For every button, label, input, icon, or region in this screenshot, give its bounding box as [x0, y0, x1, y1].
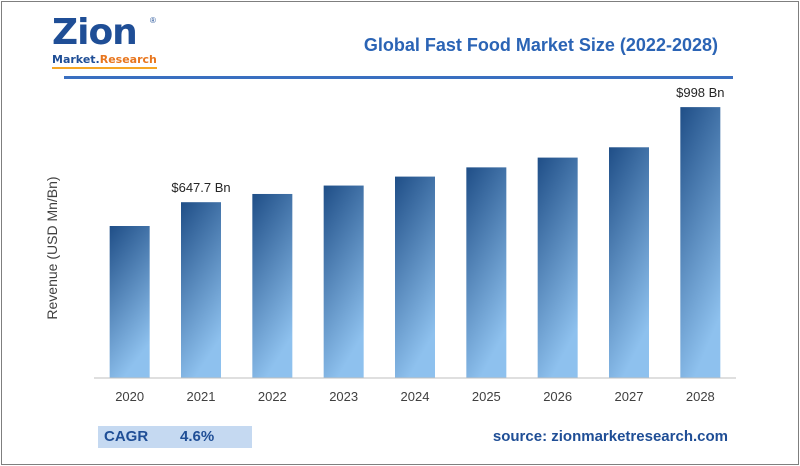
bar-2022	[252, 193, 293, 378]
logo-tag-accent: Research	[99, 53, 157, 66]
x-tick-2022: 2022	[258, 389, 287, 404]
x-tick-2026: 2026	[543, 389, 572, 404]
cagr-label: CAGR	[104, 428, 149, 445]
title-divider	[64, 76, 733, 79]
x-tick-2027: 2027	[615, 389, 644, 404]
x-tick-2023: 2023	[329, 389, 358, 404]
zion-logo: Zion ® Market.Research	[52, 14, 162, 70]
x-tick-2028: 2028	[686, 389, 715, 404]
bar-2025	[466, 167, 507, 378]
x-tick-2020: 2020	[115, 389, 144, 404]
bars-group	[109, 107, 721, 378]
bar-2026	[537, 157, 578, 378]
bar-2027	[609, 147, 649, 378]
logo-tag-main: Market.	[52, 53, 100, 66]
x-tick-labels: 2020 2021 2022 2023 2024 2025 2026 2027 2028	[115, 389, 715, 404]
bar-2021	[181, 202, 221, 378]
cagr-badge: CAGR 4.6%	[98, 426, 252, 448]
bar-2020	[109, 226, 150, 378]
logo-wordmark: Zion	[52, 12, 138, 53]
source-credit: source: zionmarketresearch.com	[492, 428, 728, 445]
logo-registered-mark: ®	[150, 16, 156, 25]
logo-tagline: Market.Research	[52, 53, 157, 69]
cagr-value: 4.6%	[180, 428, 215, 445]
data-labels: $647.7 Bn $998 Bn	[171, 85, 724, 195]
chart-title: Global Fast Food Market Size (2022-2028)	[363, 35, 718, 55]
x-tick-2021: 2021	[187, 389, 216, 404]
x-tick-2024: 2024	[401, 389, 430, 404]
bar-2023	[323, 185, 364, 378]
bar-2024	[395, 176, 435, 378]
data-label-2028: $998 Bn	[676, 85, 724, 100]
data-label-2021: $647.7 Bn	[171, 180, 230, 195]
x-tick-2025: 2025	[472, 389, 501, 404]
bar-2028	[680, 107, 721, 378]
